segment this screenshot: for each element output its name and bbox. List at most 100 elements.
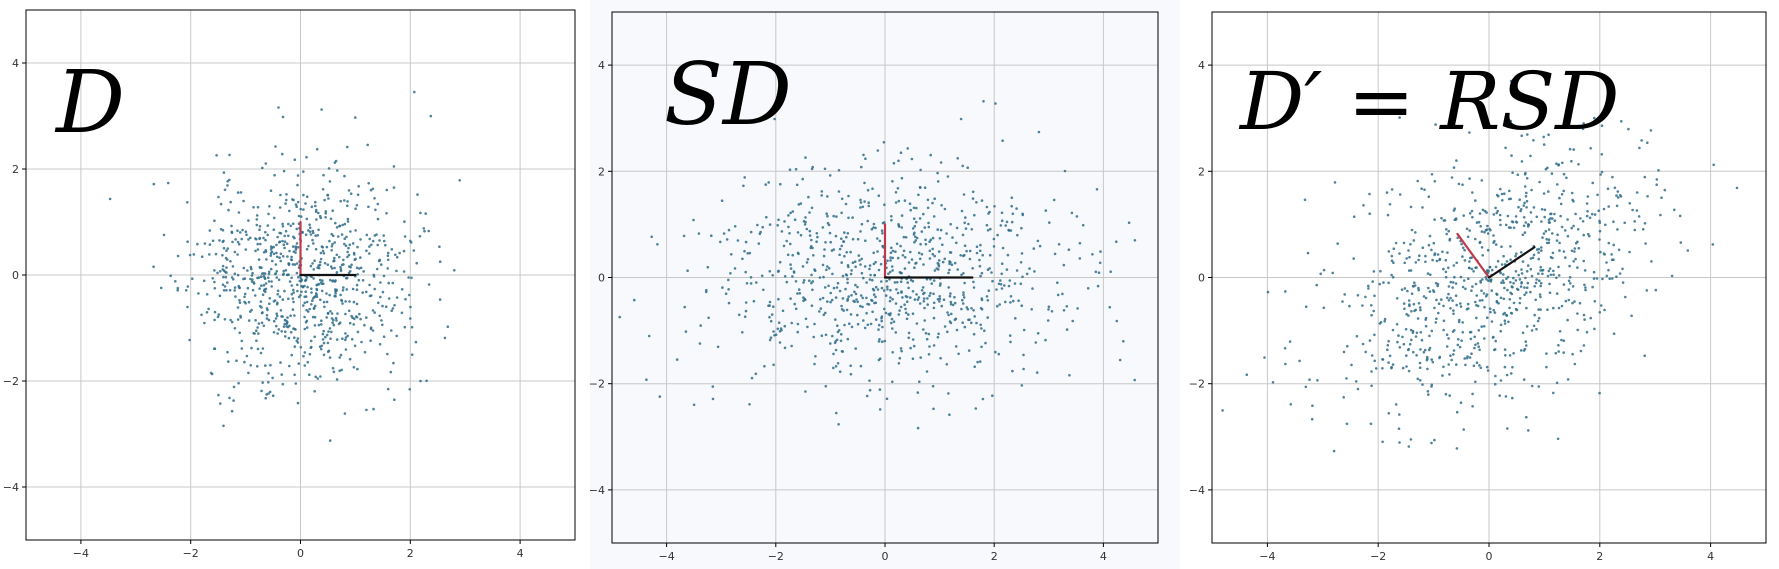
scatter-point	[1509, 79, 1513, 83]
scatter-point	[882, 289, 886, 292]
scatter-point	[1649, 129, 1653, 132]
scatter-point	[1646, 195, 1649, 198]
scatter-point	[295, 205, 299, 208]
scatter-point	[851, 261, 855, 265]
scatter-point	[828, 231, 832, 235]
scatter-point	[355, 302, 359, 306]
scatter-point	[1479, 225, 1482, 228]
scatter-point	[1537, 316, 1541, 320]
scatter-point	[1419, 308, 1422, 312]
x-tick-label: 4	[517, 547, 524, 560]
scatter-point	[389, 370, 393, 374]
scatter-point	[843, 231, 846, 234]
scatter-point	[1133, 239, 1137, 242]
scatter-point	[365, 233, 369, 237]
scatter-point	[410, 276, 413, 280]
scatter-point	[287, 234, 290, 238]
scatter-point	[1600, 124, 1604, 127]
scatter-point	[272, 228, 276, 231]
scatter-point	[931, 236, 935, 240]
scatter-point	[218, 294, 222, 298]
scatter-point	[350, 338, 354, 341]
scatter-point	[335, 253, 339, 257]
y-tick-label: 0	[1198, 272, 1205, 285]
scatter-point	[1525, 325, 1529, 328]
scatter-point	[288, 364, 291, 368]
scatter-point	[890, 321, 893, 325]
scatter-point	[257, 322, 261, 325]
scatter-point	[1521, 260, 1525, 263]
scatter-point	[1512, 226, 1516, 230]
scatter-point	[1398, 116, 1401, 119]
scatter-point	[810, 304, 814, 308]
scatter-point	[907, 336, 910, 340]
scatter-point	[246, 286, 250, 290]
scatter-point	[186, 285, 190, 288]
scatter-point	[985, 223, 989, 227]
scatter-point	[910, 157, 914, 161]
scatter-point	[216, 315, 220, 319]
scatter-point	[1034, 341, 1038, 344]
scatter-point	[169, 274, 172, 278]
scatter-point	[1486, 232, 1490, 235]
scatter-point	[256, 205, 260, 209]
scatter-point	[927, 332, 931, 336]
scatter-point	[1008, 334, 1012, 337]
scatter-point	[1589, 316, 1592, 320]
scatter-point	[422, 227, 426, 230]
scatter-point	[1670, 274, 1674, 278]
scatter-point	[322, 173, 325, 177]
scatter-point	[1071, 319, 1074, 323]
scatter-point	[303, 301, 307, 305]
scatter-point	[1449, 354, 1452, 358]
scatter-point	[933, 254, 936, 258]
scatter-point	[344, 336, 348, 339]
scatter-point	[961, 233, 965, 237]
scatter-point	[1442, 319, 1446, 323]
scatter-point	[788, 168, 792, 171]
scatter-point	[1455, 261, 1458, 265]
scatter-point	[1070, 211, 1074, 215]
scatter-point	[936, 171, 939, 175]
scatter-point	[359, 317, 362, 321]
scatter-point	[849, 250, 852, 254]
scatter-point	[874, 285, 878, 289]
scatter-point	[354, 116, 357, 119]
scatter-point	[923, 319, 926, 322]
scatter-point	[1562, 250, 1566, 253]
scatter-point	[367, 205, 370, 209]
scatter-point	[1298, 359, 1301, 363]
scatter-point	[776, 224, 779, 227]
scatter-point	[1414, 335, 1418, 338]
scatter-point	[1475, 303, 1478, 307]
scatter-point	[943, 207, 947, 211]
scatter-point	[973, 365, 976, 369]
scatter-point	[1558, 241, 1561, 245]
scatter-point	[415, 261, 419, 265]
scatter-point	[343, 222, 347, 226]
scatter-point	[162, 233, 166, 237]
scatter-point	[850, 269, 853, 272]
scatter-point	[263, 277, 267, 281]
scatter-point	[317, 323, 321, 327]
scatter-point	[1418, 254, 1421, 257]
scatter-point	[320, 108, 323, 111]
scatter-point	[1355, 380, 1358, 383]
scatter-point	[438, 245, 441, 248]
scatter-point	[225, 289, 228, 292]
scatter-point	[1564, 299, 1568, 303]
scatter-point	[962, 291, 965, 294]
scatter-point	[1503, 286, 1506, 290]
scatter-point	[1591, 285, 1594, 289]
scatter-point	[1640, 139, 1643, 142]
scatter-point	[914, 239, 917, 242]
scatter-point	[767, 181, 770, 184]
scatter-point	[851, 216, 854, 219]
scatter-point	[1555, 162, 1558, 165]
scatter-point	[896, 291, 900, 295]
scatter-point	[176, 289, 179, 292]
scatter-point	[897, 362, 901, 365]
scatter-point	[1495, 293, 1499, 296]
scatter-point	[305, 195, 309, 198]
scatter-point	[682, 234, 686, 238]
